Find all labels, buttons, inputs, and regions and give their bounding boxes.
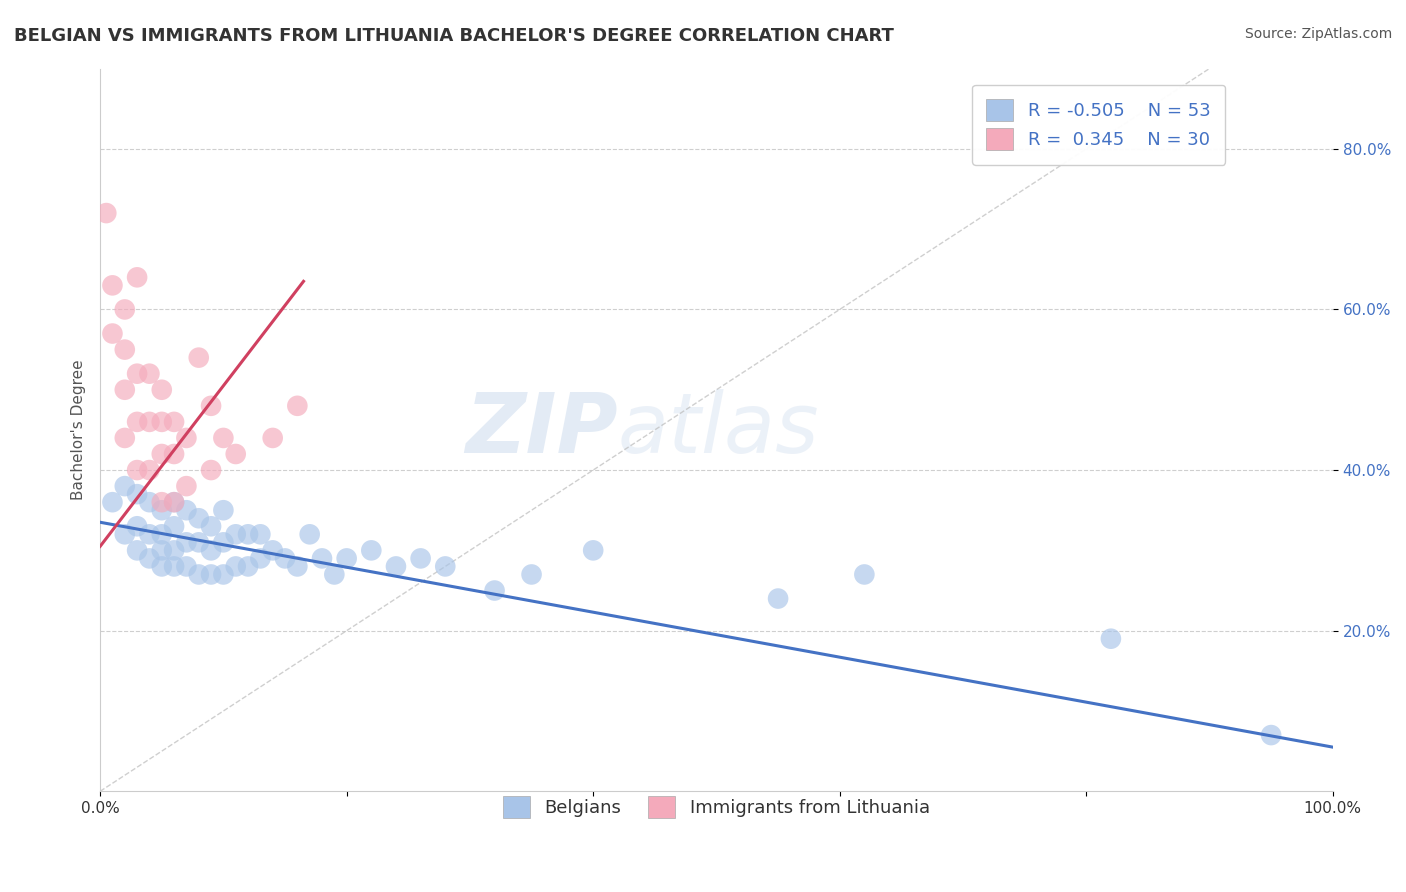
Point — [249, 551, 271, 566]
Point — [484, 583, 506, 598]
Point — [176, 479, 198, 493]
Legend: Belgians, Immigrants from Lithuania: Belgians, Immigrants from Lithuania — [496, 789, 938, 826]
Point — [150, 543, 173, 558]
Point — [150, 383, 173, 397]
Point — [853, 567, 876, 582]
Point — [766, 591, 789, 606]
Point — [138, 495, 160, 509]
Point — [274, 551, 297, 566]
Point — [434, 559, 457, 574]
Point — [200, 399, 222, 413]
Point — [163, 495, 186, 509]
Point — [582, 543, 605, 558]
Point — [150, 527, 173, 541]
Point — [138, 367, 160, 381]
Point — [285, 399, 308, 413]
Point — [163, 543, 186, 558]
Point — [187, 535, 209, 549]
Point — [323, 567, 346, 582]
Point — [262, 543, 284, 558]
Point — [163, 447, 186, 461]
Point — [176, 535, 198, 549]
Point — [225, 527, 247, 541]
Point — [150, 559, 173, 574]
Point — [176, 431, 198, 445]
Point — [114, 383, 136, 397]
Point — [212, 567, 235, 582]
Point — [127, 270, 149, 285]
Point — [114, 431, 136, 445]
Point — [138, 415, 160, 429]
Text: BELGIAN VS IMMIGRANTS FROM LITHUANIA BACHELOR'S DEGREE CORRELATION CHART: BELGIAN VS IMMIGRANTS FROM LITHUANIA BAC… — [14, 27, 894, 45]
Point — [1260, 728, 1282, 742]
Point — [409, 551, 432, 566]
Point — [187, 351, 209, 365]
Point — [262, 431, 284, 445]
Text: Source: ZipAtlas.com: Source: ZipAtlas.com — [1244, 27, 1392, 41]
Point — [336, 551, 359, 566]
Point — [187, 511, 209, 525]
Point — [150, 495, 173, 509]
Point — [200, 463, 222, 477]
Point — [298, 527, 321, 541]
Point — [176, 559, 198, 574]
Point — [163, 519, 186, 533]
Point — [212, 503, 235, 517]
Point — [285, 559, 308, 574]
Point — [212, 535, 235, 549]
Point — [138, 551, 160, 566]
Point — [150, 503, 173, 517]
Point — [127, 415, 149, 429]
Text: ZIP: ZIP — [465, 390, 617, 470]
Text: atlas: atlas — [617, 390, 820, 470]
Point — [114, 527, 136, 541]
Point — [163, 559, 186, 574]
Y-axis label: Bachelor's Degree: Bachelor's Degree — [72, 359, 86, 500]
Point — [101, 326, 124, 341]
Point — [236, 559, 259, 574]
Point — [127, 463, 149, 477]
Point — [101, 495, 124, 509]
Point — [114, 302, 136, 317]
Point — [225, 559, 247, 574]
Point — [163, 415, 186, 429]
Point — [101, 278, 124, 293]
Point — [311, 551, 333, 566]
Point — [520, 567, 543, 582]
Point — [127, 519, 149, 533]
Point — [138, 527, 160, 541]
Point — [1099, 632, 1122, 646]
Point — [114, 343, 136, 357]
Point — [249, 527, 271, 541]
Point — [212, 431, 235, 445]
Point — [200, 519, 222, 533]
Point — [138, 463, 160, 477]
Point — [225, 447, 247, 461]
Point — [163, 495, 186, 509]
Point — [200, 567, 222, 582]
Point — [127, 487, 149, 501]
Point — [96, 206, 118, 220]
Point — [114, 479, 136, 493]
Point — [150, 447, 173, 461]
Point — [360, 543, 382, 558]
Point — [187, 567, 209, 582]
Point — [127, 543, 149, 558]
Point — [385, 559, 408, 574]
Point — [176, 503, 198, 517]
Point — [127, 367, 149, 381]
Point — [236, 527, 259, 541]
Point — [200, 543, 222, 558]
Point — [150, 415, 173, 429]
